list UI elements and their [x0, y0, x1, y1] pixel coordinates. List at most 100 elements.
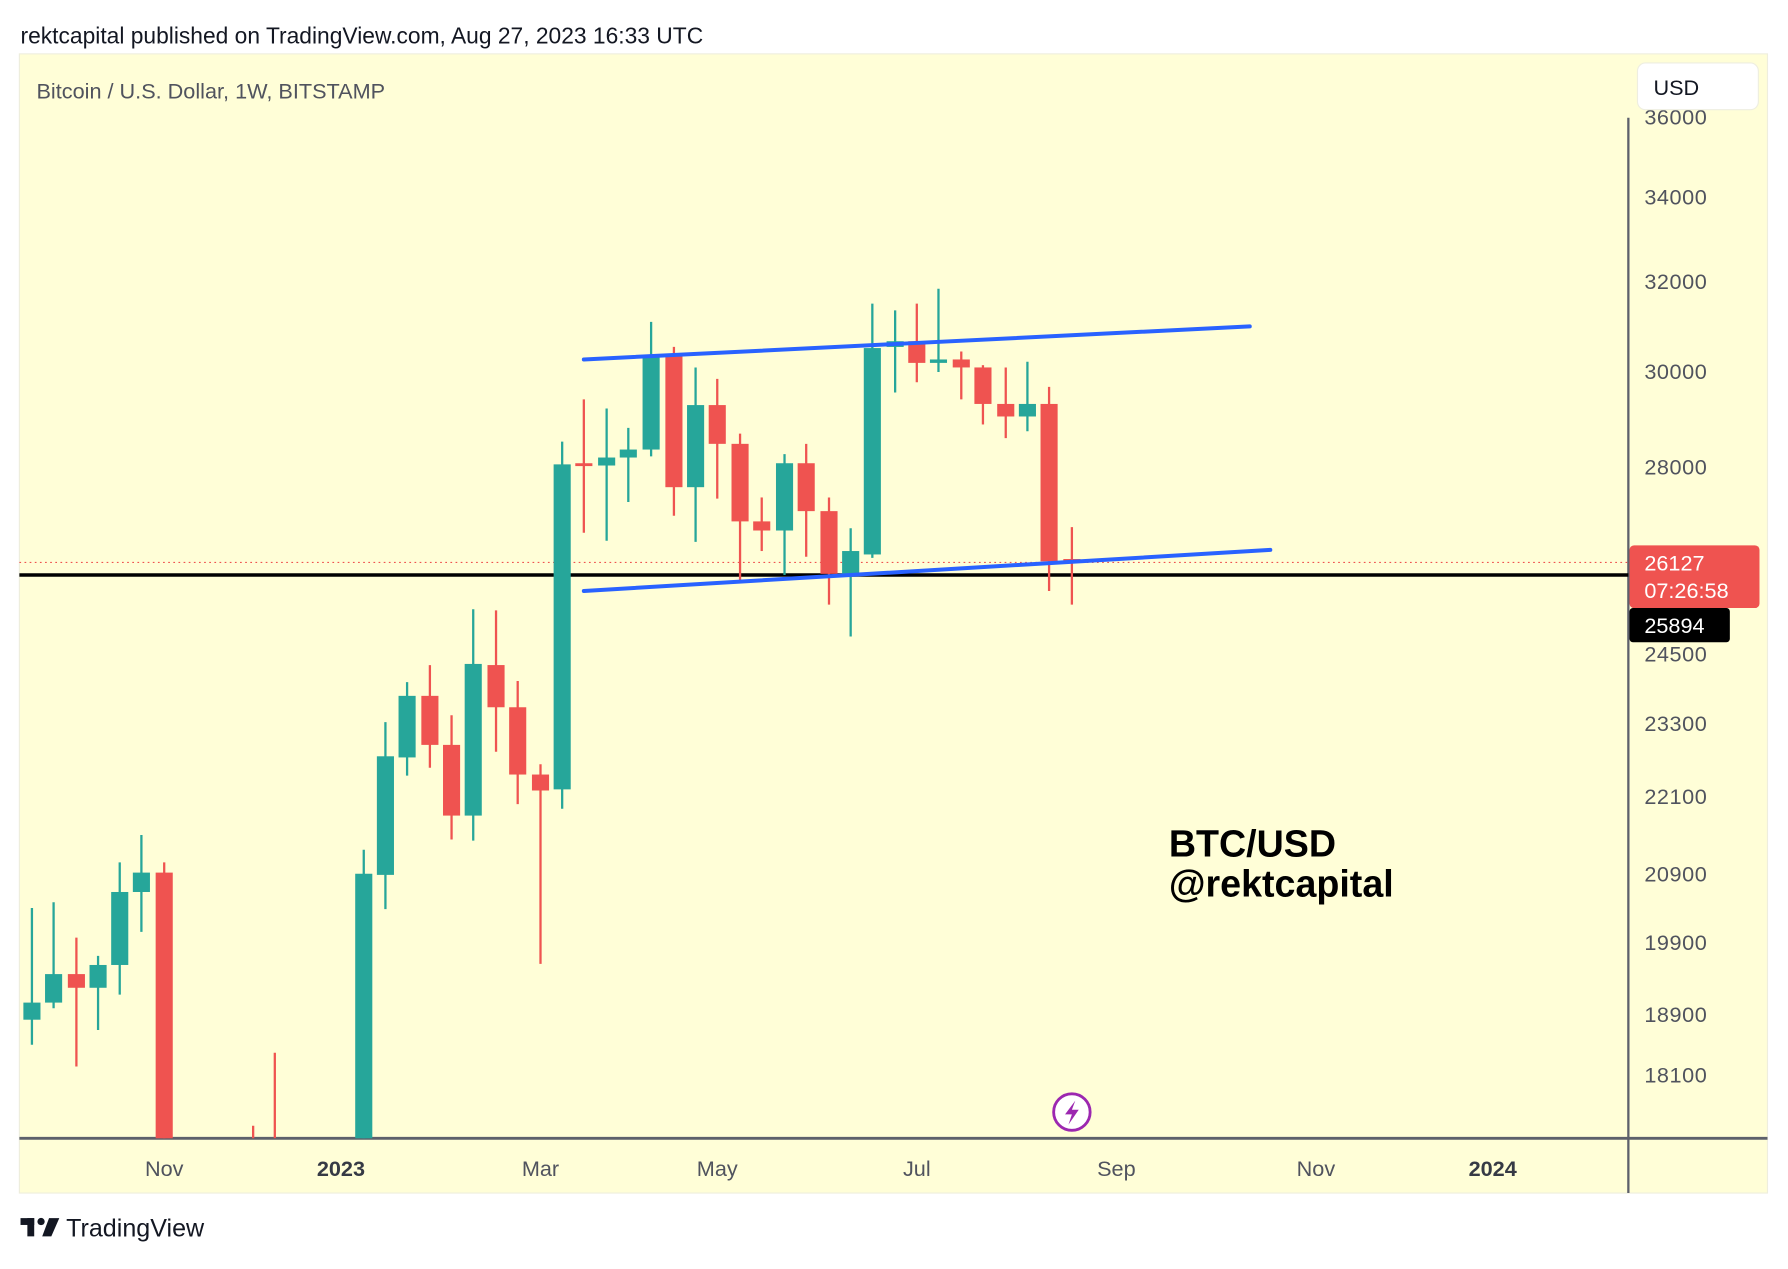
candle — [997, 367, 1015, 439]
candle — [708, 378, 726, 499]
watermark-pair: BTC/USD — [1169, 823, 1336, 865]
channel-top-trendline[interactable] — [581, 324, 1252, 362]
y-tick: 32000 — [1644, 269, 1707, 294]
candle — [443, 715, 461, 840]
time-axis[interactable]: Nov 2023 Mar May Jul Sep Nov 2024 — [145, 1156, 1517, 1181]
candle — [355, 849, 373, 1139]
candle-body — [708, 405, 726, 444]
candle — [487, 610, 505, 752]
last-price-badge: 26127 07:26:58 — [1629, 545, 1760, 609]
candle — [842, 528, 860, 637]
tradingview-logo[interactable]: TradingView — [20, 1214, 206, 1242]
candle — [45, 902, 63, 1009]
price-axis[interactable]: 36000 34000 32000 30000 28000 24500 2330… — [1644, 105, 1707, 1088]
candle-body — [598, 457, 616, 466]
currency-button[interactable]: USD — [1636, 62, 1759, 111]
candle — [531, 764, 550, 964]
candle-body — [111, 891, 129, 965]
candle — [89, 955, 107, 1030]
candle-body — [908, 341, 926, 363]
candle-body — [929, 359, 948, 363]
candle — [731, 433, 749, 581]
candle-body — [421, 695, 439, 745]
lightning-event-icon[interactable] — [1052, 1092, 1092, 1132]
y-tick: 34000 — [1644, 184, 1707, 209]
candle-body — [1018, 403, 1036, 417]
candle-body — [45, 974, 63, 1003]
candle-body — [553, 464, 571, 790]
candle-body — [355, 873, 373, 1139]
candle — [553, 441, 571, 809]
candle-body — [443, 744, 461, 816]
candle-body — [398, 695, 416, 758]
x-tick: 2023 — [317, 1156, 365, 1181]
candle — [111, 862, 129, 995]
candle — [974, 365, 992, 425]
x-tick: 2024 — [1469, 1156, 1517, 1181]
candle-body — [753, 521, 771, 531]
candle — [753, 497, 771, 552]
candle-body — [575, 463, 593, 467]
y-tick: 19900 — [1644, 930, 1707, 955]
y-tick: 28000 — [1644, 455, 1707, 480]
candle-body — [842, 551, 860, 574]
candle-body — [487, 665, 505, 708]
x-tick: Jul — [903, 1156, 931, 1181]
candle-body — [775, 463, 794, 531]
candle-body — [863, 348, 881, 555]
candle-body — [531, 774, 550, 791]
x-tick: May — [697, 1156, 738, 1181]
symbol-line: Bitcoin / U.S. Dollar, 1W, BITSTAMP — [36, 78, 385, 103]
candle — [820, 497, 838, 605]
candle-body — [89, 964, 107, 988]
candle — [929, 288, 948, 373]
candle-body — [952, 359, 970, 368]
candle-body — [155, 872, 173, 1139]
candle-body — [974, 367, 992, 404]
currency-label: USD — [1653, 75, 1699, 100]
y-tick: 18900 — [1644, 1002, 1707, 1027]
watermark-author: @rektcapital — [1169, 863, 1394, 905]
candle-body — [376, 756, 394, 875]
last-price-value: 26127 — [1644, 550, 1704, 575]
countdown-value: 07:26:58 — [1644, 578, 1728, 603]
candle-body — [464, 663, 482, 816]
candle-body — [665, 356, 683, 488]
candle-body — [23, 1002, 41, 1020]
candle — [1018, 361, 1036, 432]
candle-body — [997, 403, 1015, 417]
y-tick: 30000 — [1644, 359, 1707, 384]
y-tick: 22100 — [1644, 784, 1707, 809]
candle — [598, 408, 616, 541]
candle-body — [797, 463, 815, 512]
candle — [1040, 386, 1058, 591]
channel-bottom-trendline[interactable] — [581, 547, 1273, 593]
candle — [619, 427, 637, 503]
candle — [376, 722, 394, 910]
y-tick: 18100 — [1644, 1062, 1707, 1087]
candle — [642, 321, 660, 457]
candle-body — [619, 449, 637, 458]
x-tick: Nov — [145, 1156, 184, 1181]
candle — [952, 351, 970, 400]
x-tick: Mar — [522, 1156, 559, 1181]
y-tick: 20900 — [1644, 862, 1707, 887]
candle — [67, 937, 85, 1067]
candle — [775, 454, 794, 575]
chart-panel[interactable] — [18, 53, 1769, 1194]
candle-body — [642, 356, 660, 450]
candle-body — [731, 443, 749, 522]
candle-body — [67, 974, 85, 988]
candle-body — [509, 707, 527, 775]
horizontal-line-value: 25894 — [1644, 613, 1704, 638]
candle — [464, 609, 482, 841]
published-line: rektcapital published on TradingView.com… — [21, 23, 704, 49]
tradingview-logo-icon — [20, 1217, 60, 1237]
candle-body — [820, 511, 838, 574]
candle — [687, 367, 705, 542]
x-tick: Nov — [1297, 1156, 1336, 1181]
candle — [23, 907, 41, 1045]
candle — [421, 665, 439, 768]
candle — [797, 443, 815, 557]
